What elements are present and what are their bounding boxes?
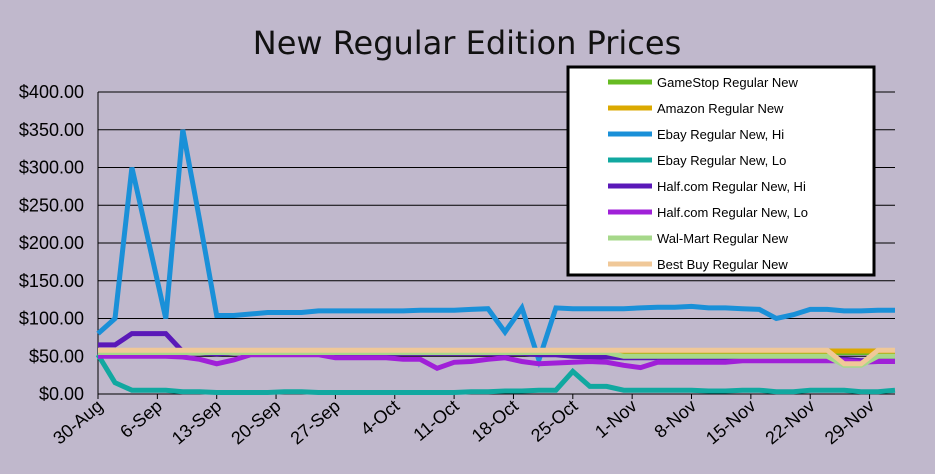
legend-label: Wal-Mart Regular New [657,231,789,246]
x-tick-label: 29-Nov [821,396,878,449]
series-line-ebay-regular-new-hi [96,129,895,369]
legend-label: GameStop Regular New [657,75,799,90]
series-line-best-buy-regular-new [98,347,895,367]
legend-label: Half.com Regular New, Hi [657,179,806,194]
x-tick-label: 1-Nov [591,396,641,442]
series-line-ebay-regular-new-lo [95,353,896,395]
x-tick-label: 15-Nov [702,396,759,449]
x-tick-label: 27-Sep [287,396,344,449]
legend-label: Ebay Regular New, Lo [657,153,786,168]
x-axis: 30-Aug 6-Sep 13-Sep 20-Sep 27-Sep 4-Oct 11-Oct… [49,394,878,448]
y-tick-label: $300.00 [19,158,84,178]
series-lines [95,129,896,395]
legend-label: Amazon Regular New [657,101,784,116]
y-tick-label: $350.00 [19,120,84,140]
legend-label: Best Buy Regular New [657,257,788,272]
x-tick-label: 6-Sep [116,396,166,442]
y-tick-label: $50.00 [29,346,84,366]
x-tick-label: 20-Sep [227,396,284,449]
x-tick-label: 13-Sep [168,396,225,449]
x-tick-label: 18-Oct [468,396,522,446]
chart-title: New Regular Edition Prices [253,24,682,62]
legend-label: Ebay Regular New, Hi [657,127,784,142]
y-tick-label: $100.00 [19,309,84,329]
legend: GameStop Regular New Amazon Regular New Eb… [566,65,876,277]
x-tick-label: 25-Oct [527,396,581,446]
y-tick-label: $200.00 [19,233,84,253]
gridlines [98,91,895,395]
legend-label: Half.com Regular New, Lo [657,205,808,220]
x-tick-label: 4-Oct [357,396,404,440]
y-tick-label: $0.00 [39,384,84,404]
x-tick-label: 22-Nov [761,396,818,449]
x-tick-label: 8-Nov [650,396,700,442]
y-axis: $0.00 $50.00 $100.00 $150.00 $200.00 $250.00 $… [19,82,99,404]
y-tick-label: $400.00 [19,82,84,102]
y-tick-label: $250.00 [19,195,84,215]
x-tick-label: 11-Oct [409,396,462,445]
y-tick-label: $150.00 [19,271,84,291]
series-line-half-com-regular-new-lo [98,352,895,372]
